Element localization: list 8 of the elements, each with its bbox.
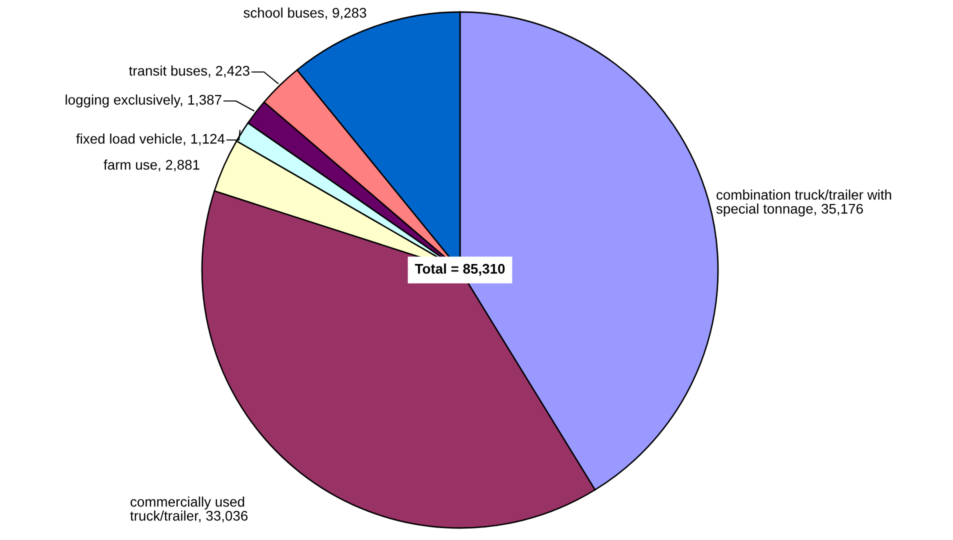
text: Total = 85,310 xyxy=(414,264,505,276)
slice-label: school buses, 9,283 xyxy=(244,8,366,20)
slice-label: transit buses, 2,423 xyxy=(129,66,250,78)
slice-label: farm use, 2,881 xyxy=(104,160,200,172)
slice-label: combination truck/trailer with special tonnage, 35,176 xyxy=(716,190,892,216)
slice-label: commercially used truck/trailer, 33,036 xyxy=(130,496,248,522)
slice-label: logging exclusively, 1,387 xyxy=(66,94,222,108)
slice-label: fixed load vehicle, 1,124 xyxy=(76,134,225,146)
